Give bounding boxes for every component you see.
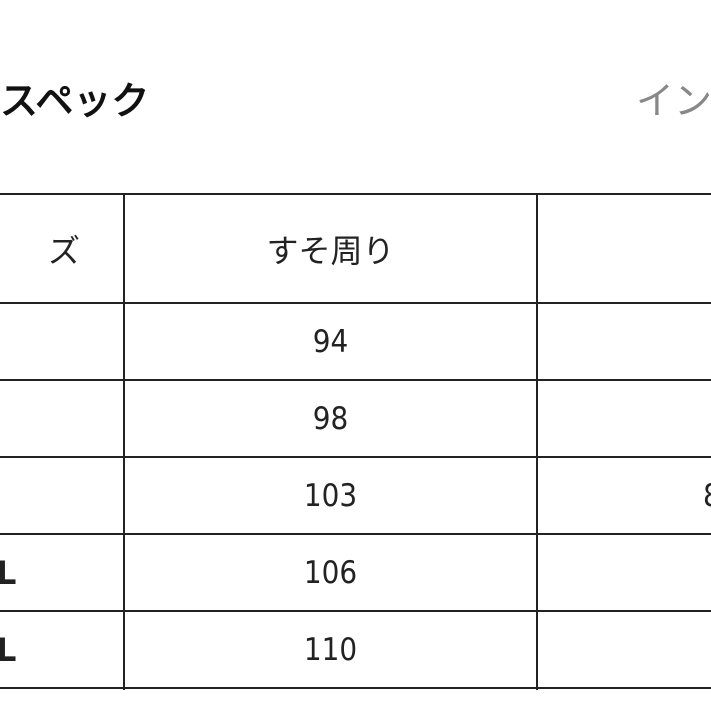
section-title: スペック bbox=[0, 79, 150, 123]
row-border bbox=[0, 302, 711, 304]
hem-value: 110 bbox=[303, 631, 358, 668]
table-border bbox=[0, 687, 711, 689]
column-border bbox=[536, 194, 538, 690]
next-value: 8 bbox=[703, 458, 711, 533]
column-header: ズ bbox=[47, 231, 80, 270]
hem-value: 103 bbox=[303, 477, 358, 514]
row-border bbox=[0, 533, 711, 535]
row-border bbox=[0, 379, 711, 381]
hem-value: 98 bbox=[312, 400, 349, 437]
column-border bbox=[123, 194, 125, 690]
hem-value: 106 bbox=[303, 554, 358, 591]
row-border bbox=[0, 456, 711, 458]
hem-value: 94 bbox=[312, 323, 349, 360]
column-header: すそ周り bbox=[266, 231, 395, 270]
size-label: L bbox=[0, 553, 17, 592]
size-label: L bbox=[0, 630, 17, 669]
row-border bbox=[0, 610, 711, 612]
table-border bbox=[0, 193, 711, 195]
tab-label[interactable]: イン bbox=[636, 79, 711, 123]
